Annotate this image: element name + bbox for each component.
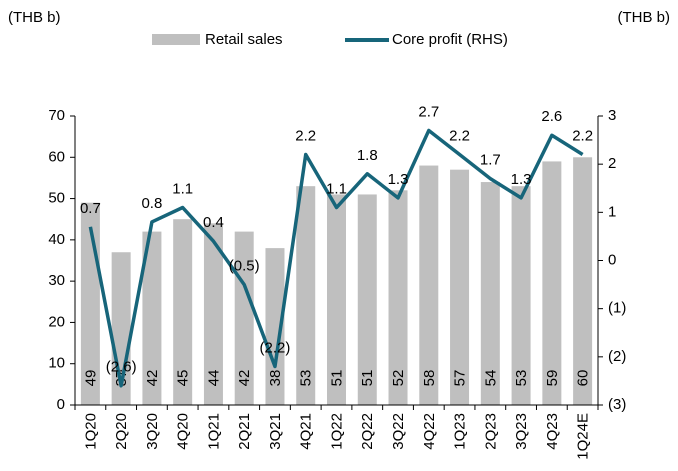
y-axis-label: (THB b)	[8, 9, 61, 26]
line-value-label: 2.2	[572, 128, 593, 145]
line-value-label: 1.1	[326, 180, 347, 197]
bar	[480, 182, 500, 405]
line-value-label: 1.7	[480, 152, 501, 169]
line-value-label: 0.7	[80, 200, 101, 217]
bar-value-label: 53	[298, 370, 315, 387]
x-tick-label: 1Q20	[82, 413, 99, 450]
x-tick-label: 1Q21	[205, 413, 222, 450]
x-tick-label: 4Q23	[544, 413, 561, 450]
bar	[296, 186, 316, 405]
line	[88, 128, 584, 388]
x-tick-label: 4Q22	[421, 413, 438, 450]
bar-value-label: 42	[144, 370, 161, 387]
x-tick-label: 2Q21	[236, 413, 253, 450]
bar-value-label: 59	[544, 370, 561, 387]
y2-tick-label: 1	[608, 203, 616, 220]
x-tick-label: 1Q23	[452, 413, 469, 450]
bar	[419, 165, 439, 405]
bar-value-label: 57	[452, 370, 469, 387]
y-tick-label: 60	[48, 148, 65, 165]
line-value-label: 2.2	[449, 128, 470, 145]
y2-axis-label: (THB b)	[618, 9, 671, 26]
x-tick-label: 2Q23	[482, 413, 499, 450]
y2-tick-label: (2)	[608, 348, 626, 365]
line-value-label: (2.2)	[260, 339, 291, 356]
bar	[203, 223, 223, 405]
legend-swatch	[152, 34, 200, 45]
y-tick-label: 40	[48, 231, 65, 248]
bar	[173, 219, 193, 405]
bar-value-label: 53	[513, 370, 530, 387]
bar-value-label: 51	[328, 370, 345, 387]
line-value-label: 1.8	[357, 147, 378, 164]
bar-value-label: 58	[421, 370, 438, 387]
x-tick-label: 3Q20	[144, 413, 161, 450]
line-value-label: 1.3	[388, 171, 409, 188]
x-tick-label: 1Q24E	[575, 413, 592, 460]
y2-tick-label: 2	[608, 155, 616, 172]
bar-value-label: 38	[267, 370, 284, 387]
bar-value-label: 44	[205, 370, 222, 387]
x-tick-label: 4Q20	[175, 413, 192, 450]
x-tick-label: 4Q21	[298, 413, 315, 450]
y2-tick-label: (1)	[608, 300, 626, 317]
x-tick-label: 2Q20	[113, 413, 130, 450]
bar	[327, 194, 346, 405]
bar-value-label: 51	[359, 370, 376, 387]
bar-value-label: 42	[236, 370, 253, 387]
line-value-label: 2.6	[541, 108, 562, 125]
line-value-label: 0.4	[203, 214, 224, 231]
x-tick-label: 3Q23	[513, 413, 530, 450]
x-tick-label: 1Q22	[328, 413, 345, 450]
bar	[542, 161, 562, 405]
y-tick-label: 10	[48, 355, 65, 372]
bar	[357, 194, 377, 405]
bar-value-label: 60	[575, 370, 592, 387]
bar	[573, 157, 593, 405]
bar	[265, 248, 285, 405]
y-tick-label: 0	[57, 396, 65, 413]
line-value-label: 0.8	[141, 195, 162, 212]
y-tick-label: 70	[48, 107, 65, 124]
y2-tick-label: 0	[608, 251, 616, 268]
legend-label: Retail sales	[205, 31, 283, 48]
line-value-label: (2.6)	[106, 359, 137, 376]
y-tick-label: 30	[48, 272, 65, 289]
line-value-label: 1.1	[172, 180, 193, 197]
bar-value-label: 45	[175, 370, 192, 387]
bar	[388, 190, 408, 405]
y2-tick-label: (3)	[608, 396, 626, 413]
line-value-label: 1.3	[511, 171, 532, 188]
y2-tick-label: 3	[608, 107, 616, 124]
x-tick-label: 2Q22	[359, 413, 376, 450]
x-tick-label: 3Q22	[390, 413, 407, 450]
bar	[511, 186, 531, 405]
bar	[450, 169, 470, 405]
bar-value-label: 49	[82, 370, 99, 387]
y-tick-label: 50	[48, 190, 65, 207]
legend-label: Core profit (RHS)	[392, 31, 508, 48]
bar-value-label: 52	[390, 370, 407, 387]
bar	[142, 231, 162, 405]
line-value-label: 2.7	[418, 103, 439, 120]
line-value-label: 2.2	[295, 128, 316, 145]
x-tick-label: 3Q21	[267, 413, 284, 450]
y-tick-label: 20	[48, 313, 65, 330]
line-value-label: (0.5)	[229, 258, 260, 275]
bar-value-label: 54	[482, 370, 499, 387]
